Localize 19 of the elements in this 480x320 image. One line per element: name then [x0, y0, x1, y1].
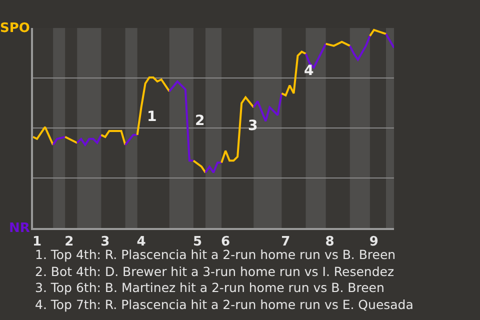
x-tick-label: 9 — [369, 234, 378, 250]
x-tick-label: 4 — [136, 234, 146, 250]
x-tick-label: 8 — [325, 234, 334, 250]
x-tick-label: 7 — [281, 234, 290, 250]
text: NR — [9, 221, 30, 236]
x-tick-label: 1 — [32, 234, 42, 250]
text: 2. Bot 4th: D. Brewer hit a 3-run home run vs I. Resendez — [35, 264, 394, 279]
annotation: 4 — [304, 63, 314, 79]
annotation: 1 — [147, 109, 157, 125]
annotation: 2 — [195, 113, 205, 129]
text: 1. Top 4th: R. Plascencia hit a 2-run home run vs B. Breen — [35, 247, 396, 262]
text: 3. Top 6th: B. Martinez hit a 2-run home run vs B. Breen — [35, 280, 384, 295]
x-tick-label: 2 — [64, 234, 74, 250]
annotation: 3 — [248, 118, 258, 134]
x-tick-label: 3 — [100, 234, 110, 250]
text: 4. Top 7th: R. Plascencia hit a 2-run home run vs E. Quesada — [35, 297, 414, 312]
x-tick-label: 5 — [192, 234, 202, 250]
text: SPO — [0, 21, 30, 36]
x-tick-label: 6 — [221, 234, 230, 250]
